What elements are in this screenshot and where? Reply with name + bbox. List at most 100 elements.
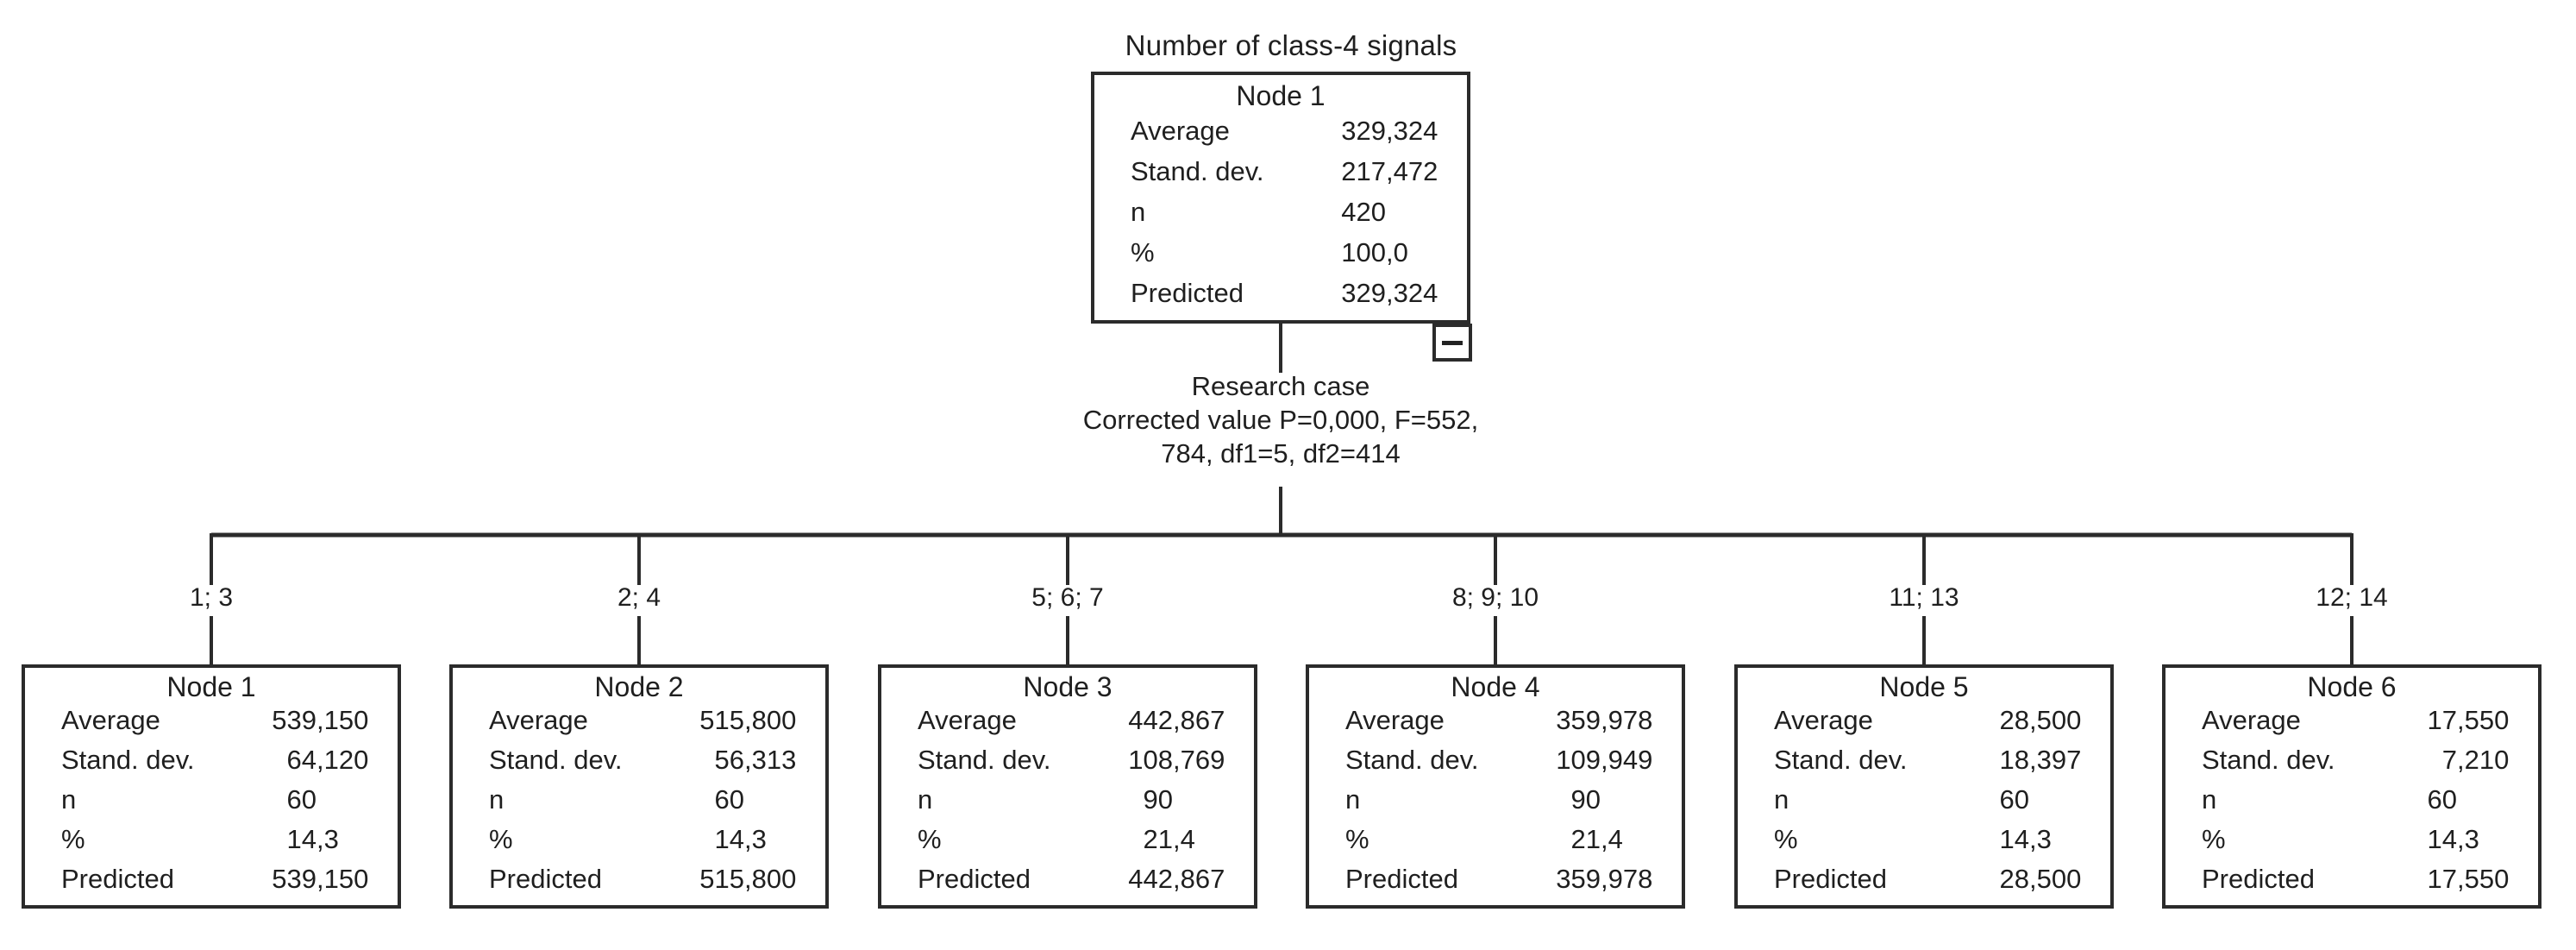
stat-label: n <box>1131 197 1146 227</box>
stat-row-stand-dev: 18,397 Stand. dev. <box>1738 745 2110 784</box>
branch-label-2: 2; 4 <box>617 583 661 612</box>
stat-row-stand-dev: 217,472 Stand. dev. <box>1094 156 1467 197</box>
stat-label: Stand. dev. <box>61 745 195 775</box>
stat-value-int: 21 <box>1570 824 1601 854</box>
stat-label: Predicted <box>2202 864 2315 894</box>
stat-label: n <box>1345 784 1361 815</box>
stat-row-percent: 21,4 % <box>881 824 1254 864</box>
node-stats: 17,550 Average 7,210 Stand. dev. 60 n 14… <box>2165 705 2538 903</box>
stat-label: % <box>2202 824 2226 854</box>
stat-value-frac: ,120 <box>317 745 369 775</box>
node-title: Node 5 <box>1879 671 1969 702</box>
stat-label: % <box>61 824 85 854</box>
stat-value-frac: ,867 <box>1173 864 1225 894</box>
stat-label: Predicted <box>61 864 174 894</box>
node-stats: 28,500 Average 18,397 Stand. dev. 60 n 1… <box>1738 705 2110 903</box>
stat-value-int: 14 <box>714 824 744 854</box>
stat-row-average: 539,150 Average <box>25 705 398 745</box>
stat-value-int: 539 <box>272 705 317 735</box>
stat-value-int: 56 <box>714 745 744 775</box>
stat-value-int: 14 <box>1999 824 2029 854</box>
stat-value-frac: ,313 <box>744 745 797 775</box>
stat-label: Stand. dev. <box>2202 745 2335 775</box>
stat-value-int: 60 <box>714 784 744 815</box>
stat-value-int: 21 <box>1143 824 1173 854</box>
stat-value-int: 539 <box>272 864 317 894</box>
stat-value-frac: ,978 <box>1601 864 1653 894</box>
stat-label: Average <box>2202 705 2301 735</box>
stat-label: Average <box>1131 116 1230 146</box>
stat-value-int: 14 <box>286 824 317 854</box>
child-node-box-2[interactable]: Node 2 515,800 Average 56,313 Stand. dev… <box>449 664 829 909</box>
stat-value-int: 90 <box>1143 784 1173 815</box>
stat-label: Predicted <box>1774 864 1887 894</box>
stat-label: Average <box>1774 705 1873 735</box>
stat-value-int: 442 <box>1128 705 1173 735</box>
node-title: Node 2 <box>594 671 684 702</box>
stat-value-int: 14 <box>2427 824 2457 854</box>
child-node-box-6[interactable]: Node 6 17,550 Average 7,210 Stand. dev. … <box>2162 664 2542 909</box>
root-node-box[interactable]: Node 1 329,324 Average 217,472 Stand. de… <box>1091 72 1470 324</box>
stat-label: n <box>918 784 933 815</box>
stat-row-average: 359,978 Average <box>1309 705 1682 745</box>
stat-value-int: 359 <box>1556 705 1601 735</box>
collapse-node-button[interactable] <box>1432 324 1472 362</box>
stat-label: Predicted <box>1131 278 1244 308</box>
branch-label-4: 8; 9; 10 <box>1451 583 1539 612</box>
root-node-title: Node 1 <box>1236 80 1326 111</box>
node-stats: 442,867 Average 108,769 Stand. dev. 90 n… <box>881 705 1254 903</box>
stat-value-frac: ,867 <box>1173 705 1225 735</box>
stat-value-int: 7 <box>2441 745 2457 775</box>
child-node-box-1[interactable]: Node 1 539,150 Average 64,120 Stand. dev… <box>22 664 401 909</box>
stat-label: Average <box>489 705 588 735</box>
stat-label: % <box>1131 237 1155 267</box>
stat-value-int: 329 <box>1341 116 1386 146</box>
stat-row-percent: 100,0 % <box>1094 237 1467 278</box>
stat-value-int: 28 <box>1999 864 2029 894</box>
split-stats-line-2: 784, df1=5, df2=414 <box>1161 438 1401 469</box>
stat-value-int: 28 <box>1999 705 2029 735</box>
stat-value-int: 359 <box>1556 864 1601 894</box>
stat-value-frac: ,500 <box>2029 864 2082 894</box>
stat-row-n: 90 n <box>1309 784 1682 824</box>
stat-value-frac: ,4 <box>1601 824 1623 854</box>
stat-value-frac: ,0 <box>1386 237 1408 267</box>
child-node-box-5[interactable]: Node 5 28,500 Average 18,397 Stand. dev.… <box>1734 664 2114 909</box>
stat-value-frac: ,3 <box>744 824 767 854</box>
stat-label: Stand. dev. <box>1131 156 1264 186</box>
child-node-box-3[interactable]: Node 3 442,867 Average 108,769 Stand. de… <box>878 664 1257 909</box>
stat-value-int: 109 <box>1556 745 1601 775</box>
stat-row-n: 60 n <box>25 784 398 824</box>
stat-row-stand-dev: 56,313 Stand. dev. <box>453 745 825 784</box>
stat-label: Average <box>918 705 1017 735</box>
dependent-variable-title: Number of class-4 signals <box>1125 29 1457 61</box>
stat-value-int: 17 <box>2427 864 2457 894</box>
stat-row-predicted: 515,800 Predicted <box>453 864 825 903</box>
stat-value-frac: ,150 <box>317 705 369 735</box>
stat-label: Predicted <box>489 864 602 894</box>
stat-label: % <box>918 824 942 854</box>
stat-value-int: 60 <box>1999 784 2029 815</box>
stat-row-percent: 14,3 % <box>2165 824 2538 864</box>
stat-value-int: 108 <box>1128 745 1173 775</box>
child-node-box-4[interactable]: Node 4 359,978 Average 109,949 Stand. de… <box>1306 664 1685 909</box>
stat-label: Predicted <box>1345 864 1458 894</box>
stat-row-stand-dev: 64,120 Stand. dev. <box>25 745 398 784</box>
stat-value-frac: ,210 <box>2457 745 2510 775</box>
stat-label: % <box>1345 824 1369 854</box>
branch-label-6: 12; 14 <box>2316 583 2388 612</box>
node-title: Node 1 <box>166 671 256 702</box>
stat-value-frac: ,769 <box>1173 745 1225 775</box>
stat-label: Predicted <box>918 864 1031 894</box>
stat-value-int: 17 <box>2427 705 2457 735</box>
stat-value-int: 515 <box>699 864 744 894</box>
stat-label: Stand. dev. <box>489 745 623 775</box>
node-stats: 359,978 Average 109,949 Stand. dev. 90 n… <box>1309 705 1682 903</box>
minus-icon <box>1442 340 1463 345</box>
stat-label: % <box>1774 824 1798 854</box>
stat-row-average: 442,867 Average <box>881 705 1254 745</box>
stat-value-frac: ,4 <box>1173 824 1195 854</box>
node-title: Node 3 <box>1023 671 1113 702</box>
